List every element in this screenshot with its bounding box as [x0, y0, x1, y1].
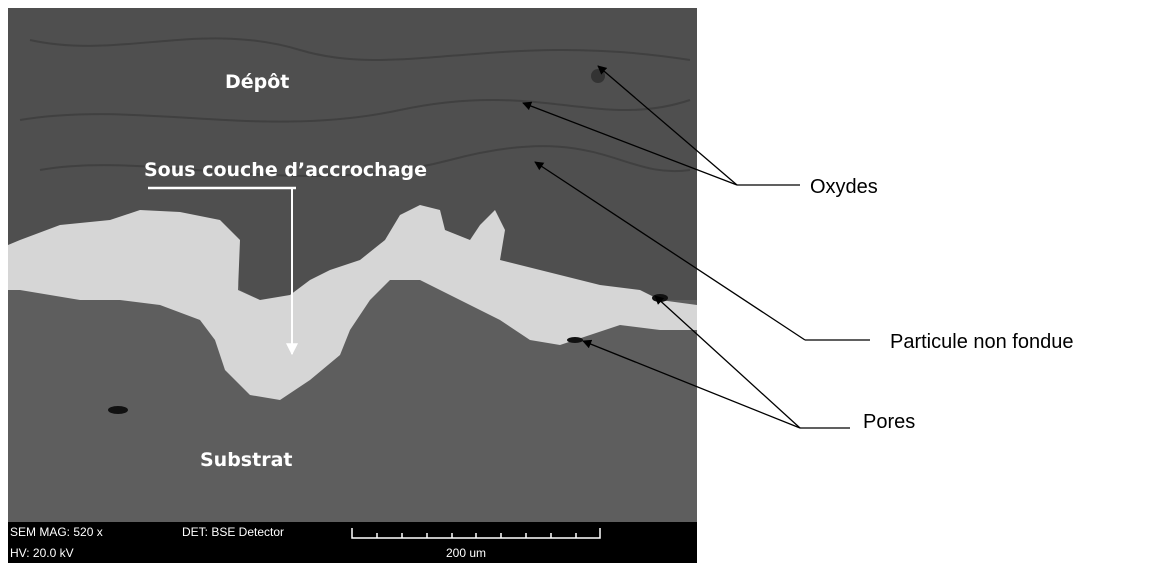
oxides-label: Oxydes [810, 176, 878, 198]
scale-label: 200 um [446, 546, 486, 560]
voltage: HV: 20.0 kV [10, 546, 74, 560]
detector: DET: BSE Detector [182, 525, 284, 539]
pore [567, 337, 583, 343]
oxide [591, 69, 605, 83]
pore [108, 406, 128, 414]
particle-label: Particule non fondue [890, 331, 1073, 353]
deposit-label: Dépôt [225, 71, 289, 93]
magnification: SEM MAG: 520 x [10, 525, 103, 539]
substrate-label: Substrat [200, 449, 292, 471]
micrograph: Dépôt Sous couche d’accrochage Substrat … [8, 8, 697, 563]
bond-coat-label: Sous couche d’accrochage [144, 159, 427, 181]
figure: Dépôt Sous couche d’accrochage Substrat … [0, 0, 1149, 563]
pores-label: Pores [863, 411, 915, 433]
